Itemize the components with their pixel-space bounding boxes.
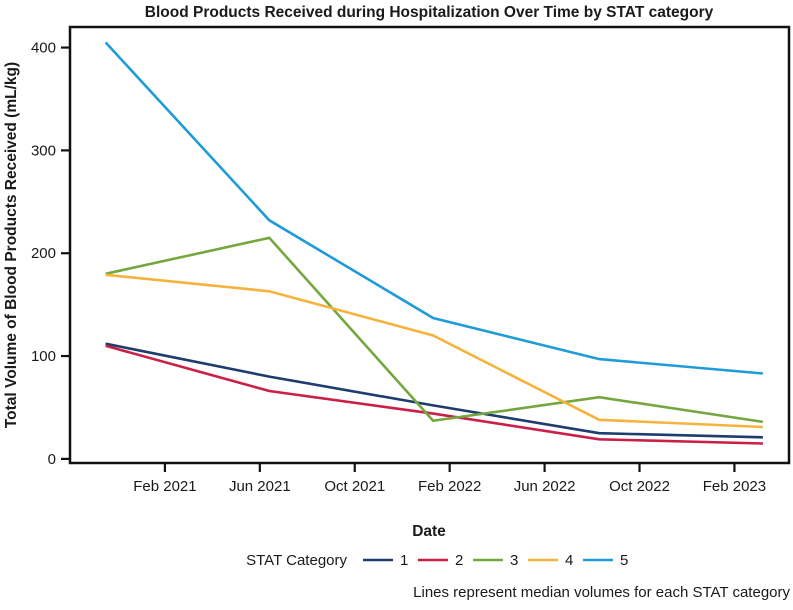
x-tick-label: Jun 2022 (514, 478, 576, 495)
series-lines (104, 41, 764, 445)
series-line-5 (104, 41, 764, 375)
y-tick-label: 300 (31, 142, 56, 159)
x-axis-label: Date (412, 523, 446, 540)
x-tick-label: Oct 2021 (324, 478, 385, 495)
y-axis-label: Total Volume of Blood Products Received … (3, 62, 20, 428)
series-line-1 (105, 342, 763, 439)
plot-area-border (68, 25, 791, 465)
y-tick-label: 400 (31, 40, 56, 57)
y-tick-label: 0 (48, 451, 56, 468)
legend-title: STAT Category (246, 552, 347, 569)
x-tick-label: Feb 2022 (418, 478, 481, 495)
series-line-3 (105, 236, 764, 424)
x-tick-label: Jun 2021 (229, 478, 291, 495)
y-tick-label: 200 (31, 245, 56, 262)
chart-caption: Lines represent median volumes for each … (413, 584, 790, 601)
series-line-2 (105, 344, 763, 445)
y-axis-ticks: 0 100 200 300 400 (31, 40, 70, 468)
legend-label-3: 3 (510, 552, 518, 569)
legend-label-2: 2 (455, 552, 463, 569)
x-tick-label: Oct 2022 (609, 478, 670, 495)
legend-label-4: 4 (565, 552, 573, 569)
series-line-4 (105, 273, 763, 429)
x-axis-ticks: Feb 2021 Jun 2021 Oct 2021 Feb 2022 Jun 2022… (133, 463, 766, 495)
legend: STAT Category 1 2 3 4 5 (246, 552, 628, 569)
legend-entries: 1 2 3 4 5 (363, 552, 628, 569)
legend-label-1: 1 (400, 552, 408, 569)
chart-title: Blood Products Received during Hospitali… (145, 4, 714, 21)
y-tick-label: 100 (31, 348, 56, 365)
x-tick-label: Feb 2023 (703, 478, 766, 495)
x-tick-label: Feb 2021 (133, 478, 196, 495)
legend-label-5: 5 (620, 552, 628, 569)
